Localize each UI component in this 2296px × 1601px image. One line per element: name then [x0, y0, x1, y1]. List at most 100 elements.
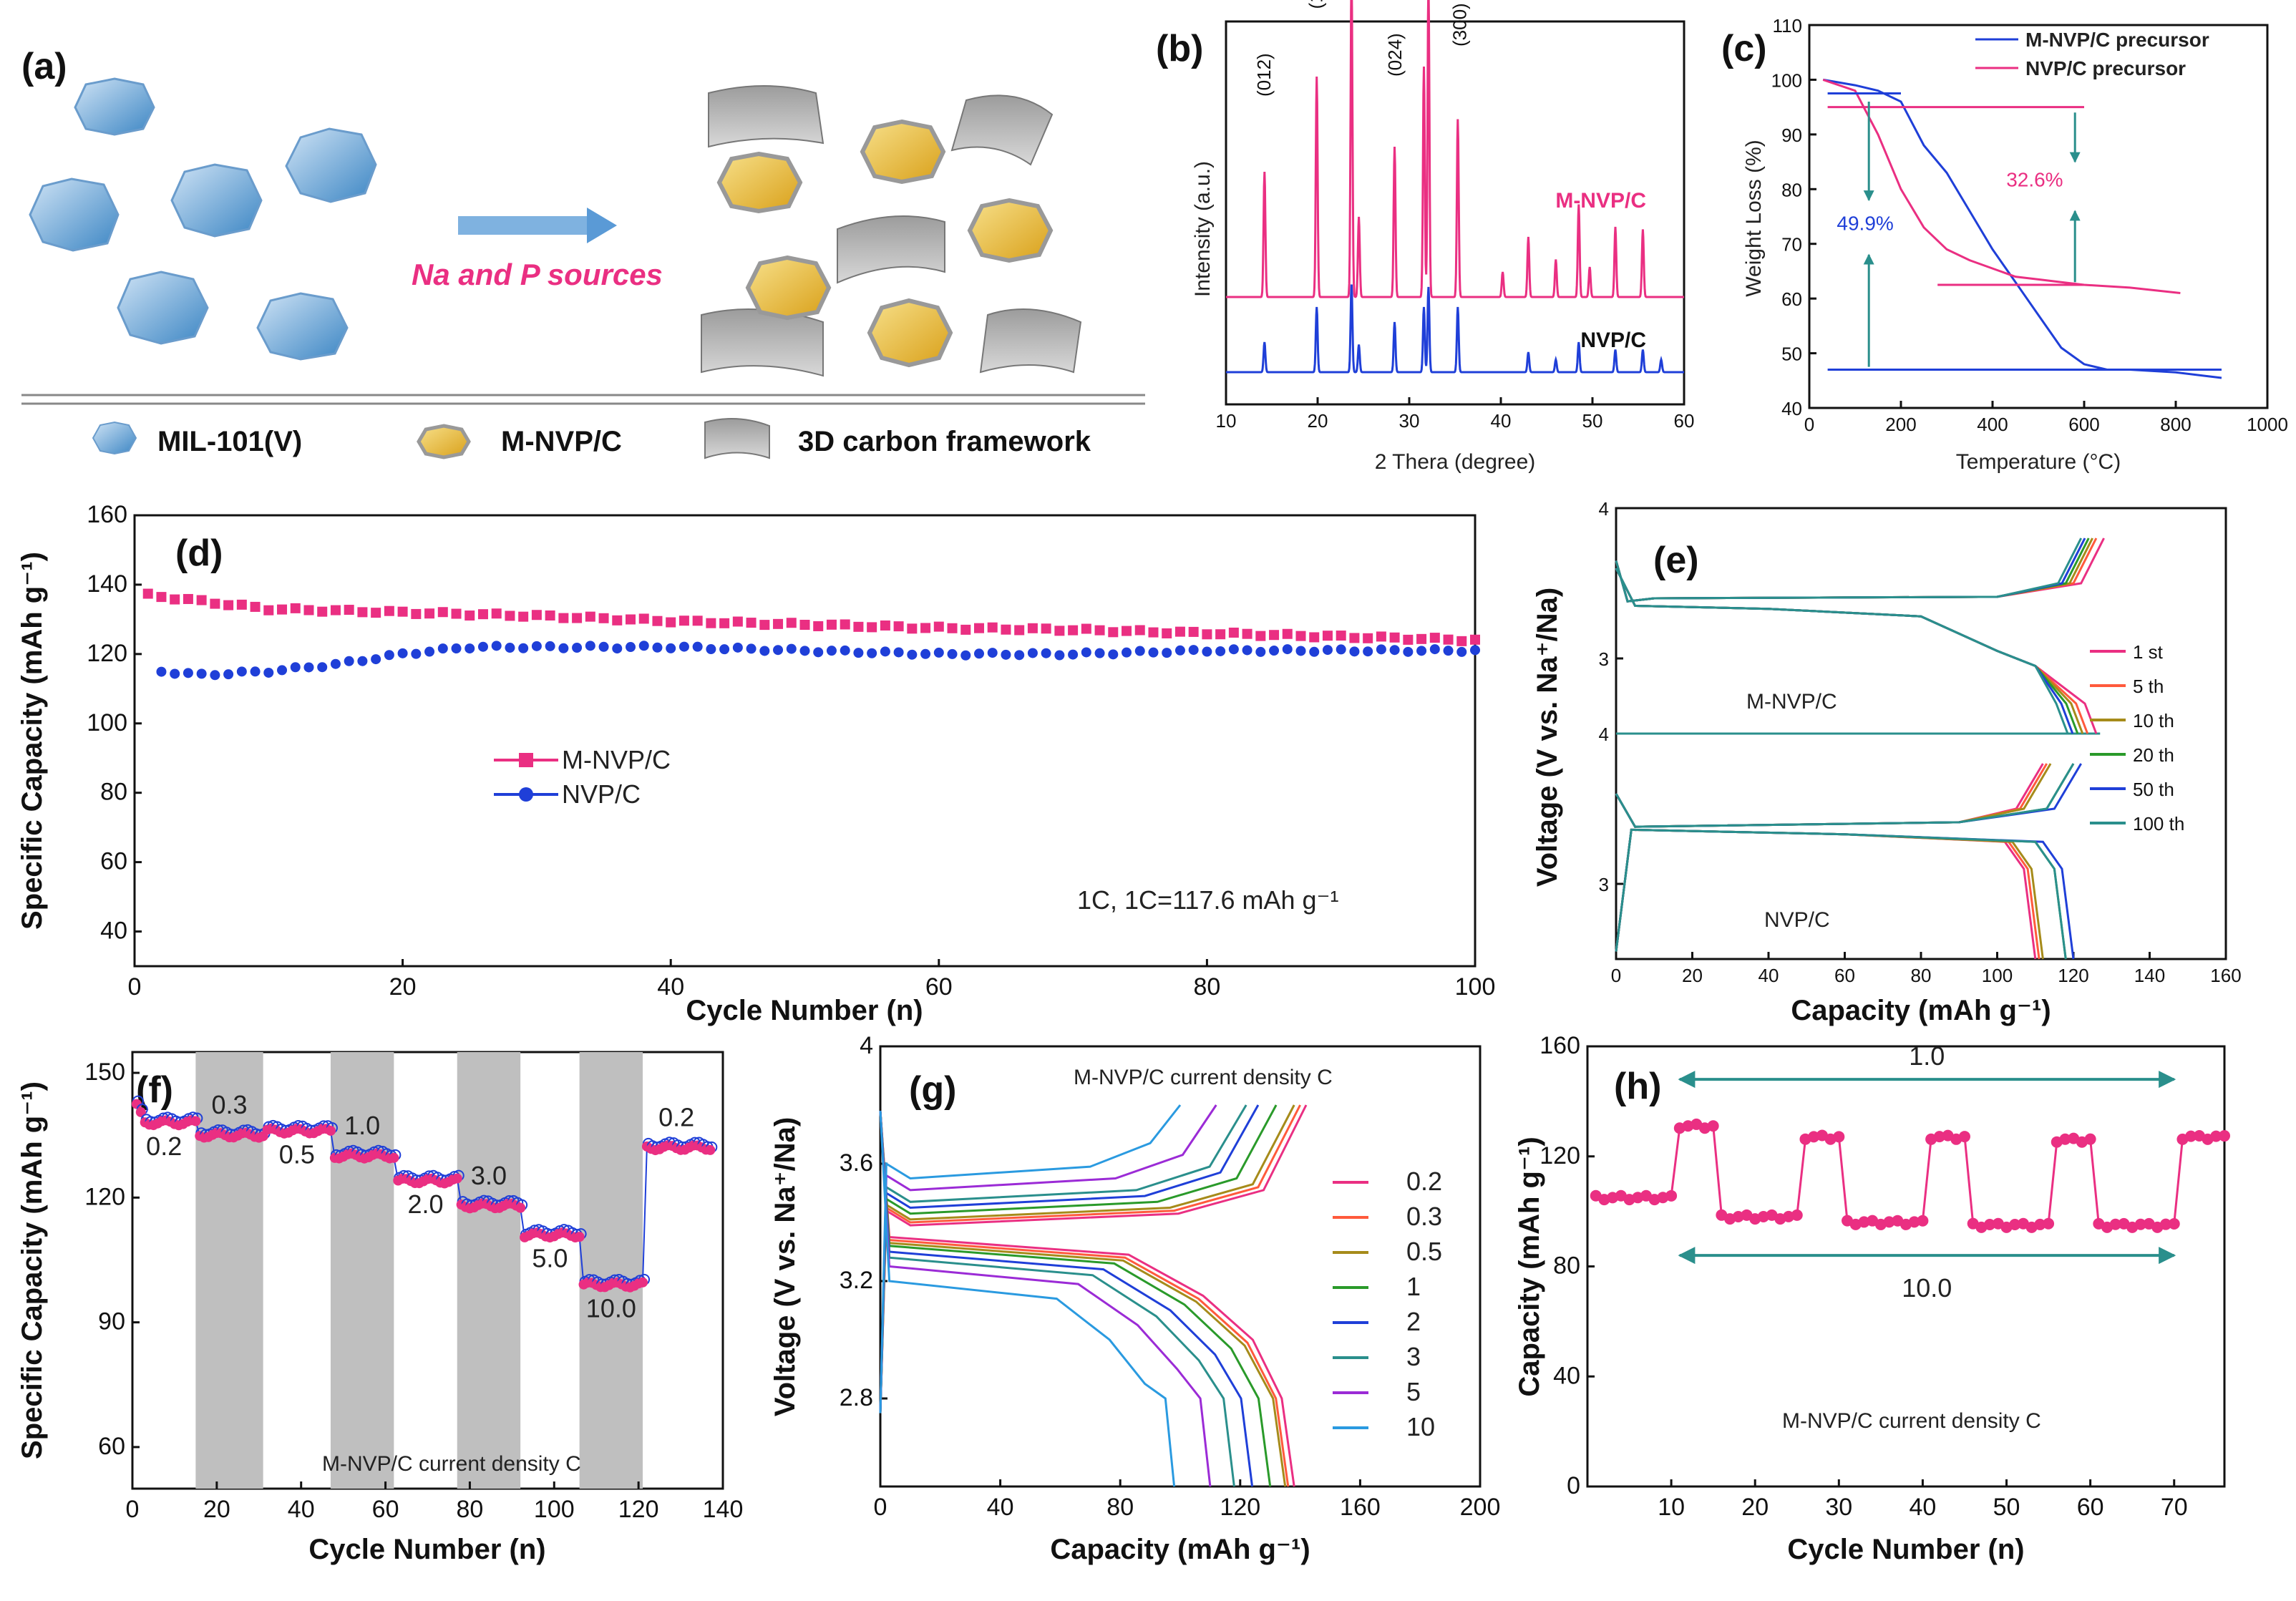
data-point-nvp: [598, 641, 609, 652]
data-point-nvp: [867, 648, 877, 658]
data-point-mnvp: [813, 621, 824, 631]
panel-label-d: (d): [175, 532, 223, 574]
data-point-mnvp: [371, 608, 381, 618]
lower-discharge-1: [1615, 828, 2040, 960]
y-tick-label: 4: [860, 1032, 873, 1059]
y-tick-label: 120: [87, 640, 127, 667]
data-point-mnvp: [933, 621, 944, 632]
discharge-point: [705, 1144, 716, 1155]
legend-text: 0.5: [1406, 1237, 1442, 1266]
data-point-nvp: [759, 646, 770, 656]
data-point: [1833, 1131, 1845, 1143]
arrow-label-1: 1.0: [1909, 1041, 1945, 1071]
ylabel-f: Specific Capacity (mAh g⁻¹): [16, 1081, 48, 1459]
y-tick-label: 3: [1599, 648, 1609, 670]
data-point-mnvp: [1014, 625, 1025, 636]
mnvp-particle: [967, 198, 1054, 263]
y-tick-label: 4: [1599, 724, 1609, 745]
x-tick-label: 20: [1682, 965, 1703, 986]
discharge-point: [389, 1152, 399, 1163]
data-point-nvp: [1456, 646, 1467, 657]
data-point-nvp: [558, 643, 569, 653]
data-point-nvp: [1228, 644, 1239, 655]
rate-label: 5.0: [532, 1244, 568, 1273]
data-point-nvp: [183, 668, 193, 678]
data-point: [1883, 1216, 1895, 1228]
discharge-point: [135, 1106, 146, 1117]
xlabel-b: 2 Thera (degree): [1375, 450, 1536, 474]
peak-index-label: (104): [1305, 0, 1327, 9]
x-tick-label: 10: [1216, 410, 1237, 432]
data-point: [2210, 1130, 2222, 1142]
data-point-nvp: [1215, 646, 1226, 656]
data-point-nvp: [612, 643, 623, 654]
data-point-mnvp: [1429, 633, 1440, 643]
y-tick-label: 140: [87, 570, 127, 598]
cycle-line: [1595, 1123, 2225, 1229]
x-tick-label: 60: [372, 1496, 399, 1523]
x-tick-label: 40: [1910, 1494, 1937, 1521]
x-tick-label: 50: [1993, 1494, 2020, 1521]
data-point-nvp: [1309, 646, 1320, 657]
data-point-mnvp: [1470, 634, 1480, 645]
data-point-mnvp: [236, 599, 247, 610]
y-tick-label: 40: [1553, 1362, 1580, 1389]
legend-text-mnvp: M-NVP/C: [562, 745, 671, 774]
data-point-mnvp: [773, 618, 784, 629]
discharge-point: [325, 1125, 336, 1136]
data-point-nvp: [1389, 645, 1400, 656]
data-point-nvp: [638, 641, 649, 651]
x-tick-label: 140: [703, 1496, 744, 1523]
x-tick-label: 200: [1460, 1494, 1501, 1521]
annotation-49: 49.9%: [1837, 213, 1893, 235]
x-tick-label: 20: [1741, 1494, 1769, 1521]
data-point-mnvp: [451, 608, 462, 619]
y-tick-label: 160: [87, 501, 127, 528]
data-point-mnvp: [223, 600, 234, 610]
data-point: [2160, 1218, 2172, 1230]
y-tick-label: 90: [1781, 125, 1802, 146]
data-point-nvp: [920, 648, 931, 659]
lower-discharge-3: [1615, 828, 2067, 960]
y-tick-label: 50: [1781, 344, 1802, 365]
lower-discharge-4: [1615, 828, 2075, 960]
legend-marker-nvp: [519, 787, 533, 802]
data-point-mnvp: [853, 621, 864, 632]
shaded-band: [457, 1052, 521, 1489]
x-tick-label: 120: [1220, 1494, 1260, 1521]
data-point-nvp: [1041, 648, 1051, 658]
data-point-nvp: [477, 641, 488, 652]
data-point-nvp: [1255, 646, 1266, 657]
data-point-nvp: [652, 642, 663, 653]
mil-octahedron: [74, 77, 155, 136]
panel-label-a: (a): [21, 46, 67, 87]
data-point-mnvp: [1416, 633, 1427, 644]
lower-charge-5: [1615, 763, 2075, 828]
plot-frame-b: [1225, 20, 1685, 406]
x-tick-label: 40: [657, 973, 684, 1001]
shaded-band: [195, 1052, 263, 1489]
data-point-mnvp: [1322, 631, 1333, 641]
data-point-mnvp: [330, 605, 341, 615]
ylabel-d: Specific Capacity (mAh g⁻¹): [16, 552, 48, 930]
rate-label: 0.3: [212, 1090, 248, 1119]
data-point-mnvp: [1001, 624, 1011, 635]
carbon-framework-particles: [701, 85, 1082, 377]
carbon-sheet: [950, 94, 1054, 166]
upper-label-e: M-NVP/C: [1746, 690, 1837, 714]
data-point-nvp: [317, 662, 328, 673]
upper-charge-5: [1615, 537, 2083, 603]
upper-discharge-5: [1615, 568, 2069, 734]
legend-text: 0.2: [1406, 1167, 1442, 1196]
data-point-mnvp: [1295, 631, 1306, 641]
data-point-mnvp: [585, 611, 595, 622]
data-point-nvp: [210, 670, 220, 681]
x-tick-label: 80: [1106, 1494, 1134, 1521]
data-point-mnvp: [1456, 636, 1467, 646]
x-tick-label: 160: [1340, 1494, 1381, 1521]
x-tick-label: 800: [2160, 414, 2191, 435]
data-point-mnvp: [1255, 631, 1266, 641]
data-point-nvp: [1174, 645, 1185, 656]
y-tick-label: 3.2: [840, 1267, 873, 1294]
data-point-nvp: [411, 648, 422, 659]
